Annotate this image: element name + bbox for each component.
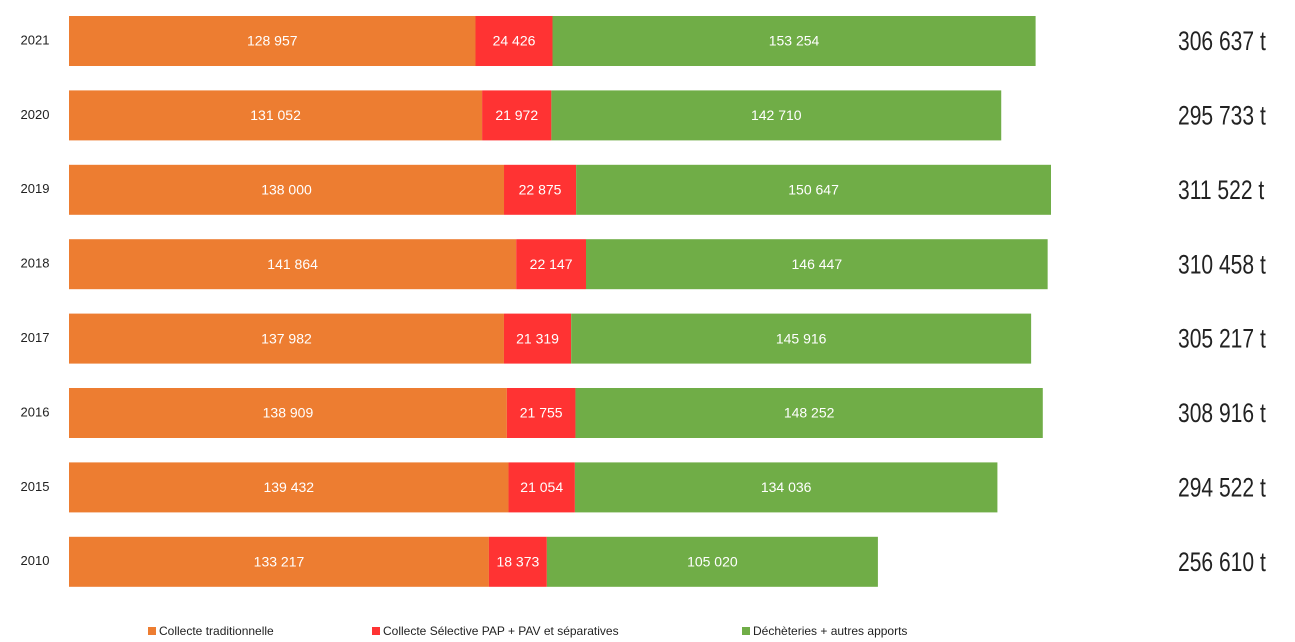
value-label: 18 373 — [496, 554, 539, 570]
bar-segment — [576, 164, 1051, 215]
value-label: 153 254 — [769, 33, 820, 49]
total-label: 294 522 t — [1178, 473, 1266, 503]
bar-segment — [586, 239, 1048, 290]
value-label: 138 000 — [261, 182, 312, 198]
value-label: 133 217 — [254, 554, 305, 570]
value-label: 131 052 — [250, 107, 301, 123]
value-label: 21 972 — [495, 107, 538, 123]
total-label: 305 217 t — [1178, 324, 1266, 354]
value-label: 134 036 — [761, 479, 812, 495]
bar-segment — [571, 313, 1032, 364]
bar-segment — [69, 164, 505, 215]
bar-segment — [508, 462, 575, 513]
y-tick-label: 2020 — [21, 107, 50, 122]
total-label: 308 916 t — [1178, 399, 1266, 429]
bar-segment — [69, 313, 504, 364]
y-tick-label: 2016 — [21, 404, 50, 419]
value-label: 139 432 — [263, 479, 314, 495]
value-label: 128 957 — [247, 33, 298, 49]
total-label: 256 610 t — [1178, 548, 1266, 578]
legend-label: Déchèteries + autres apports — [753, 624, 907, 638]
legend-marker — [742, 627, 750, 635]
value-label: 137 982 — [261, 330, 312, 346]
bar-segment — [69, 239, 517, 290]
bar-segment — [552, 16, 1036, 66]
legend-label: Collecte Sélective PAP + PAV et séparati… — [383, 624, 619, 638]
bar-segment — [69, 16, 476, 66]
value-label: 105 020 — [687, 554, 738, 570]
value-label: 138 909 — [263, 405, 314, 421]
y-tick-label: 2018 — [21, 256, 50, 271]
legend-marker — [148, 627, 156, 635]
y-tick-label: 2010 — [21, 553, 50, 568]
bar-segment — [504, 164, 577, 215]
bar-segment — [546, 536, 878, 587]
value-label: 146 447 — [792, 256, 843, 272]
value-label: 150 647 — [788, 182, 839, 198]
value-label: 142 710 — [751, 107, 802, 123]
y-tick-label: 2015 — [21, 479, 50, 494]
total-label: 295 733 t — [1178, 101, 1266, 131]
bar-segment — [574, 462, 998, 513]
bar-segment — [69, 462, 509, 513]
value-label: 21 054 — [520, 479, 563, 495]
total-label: 310 458 t — [1178, 250, 1266, 280]
bar-segment — [475, 16, 553, 66]
y-tick-label: 2021 — [21, 32, 50, 47]
bar-segment — [575, 388, 1043, 438]
y-tick-label: 2017 — [21, 330, 50, 345]
bar-segment — [503, 313, 572, 364]
value-label: 22 875 — [519, 182, 562, 198]
legend-marker — [372, 627, 380, 635]
value-label: 24 426 — [493, 33, 536, 49]
y-tick-label: 2019 — [21, 181, 50, 196]
bar-segment — [69, 388, 507, 438]
value-label: 21 755 — [520, 405, 563, 421]
bar-segment — [69, 536, 489, 587]
total-label: 311 522 t — [1178, 176, 1264, 206]
bar-segment — [551, 90, 1002, 141]
value-label: 141 864 — [267, 256, 318, 272]
value-label: 148 252 — [784, 405, 835, 421]
bar-segment — [482, 90, 552, 141]
bar-segment — [516, 239, 587, 290]
value-label: 145 916 — [776, 330, 827, 346]
bar-segment — [506, 388, 576, 438]
legend-label: Collecte traditionnelle — [159, 624, 274, 638]
bar-segment — [69, 90, 483, 141]
value-label: 22 147 — [530, 256, 573, 272]
total-label: 306 637 t — [1178, 27, 1266, 57]
value-label: 21 319 — [516, 330, 559, 346]
bar-segment — [488, 536, 547, 587]
